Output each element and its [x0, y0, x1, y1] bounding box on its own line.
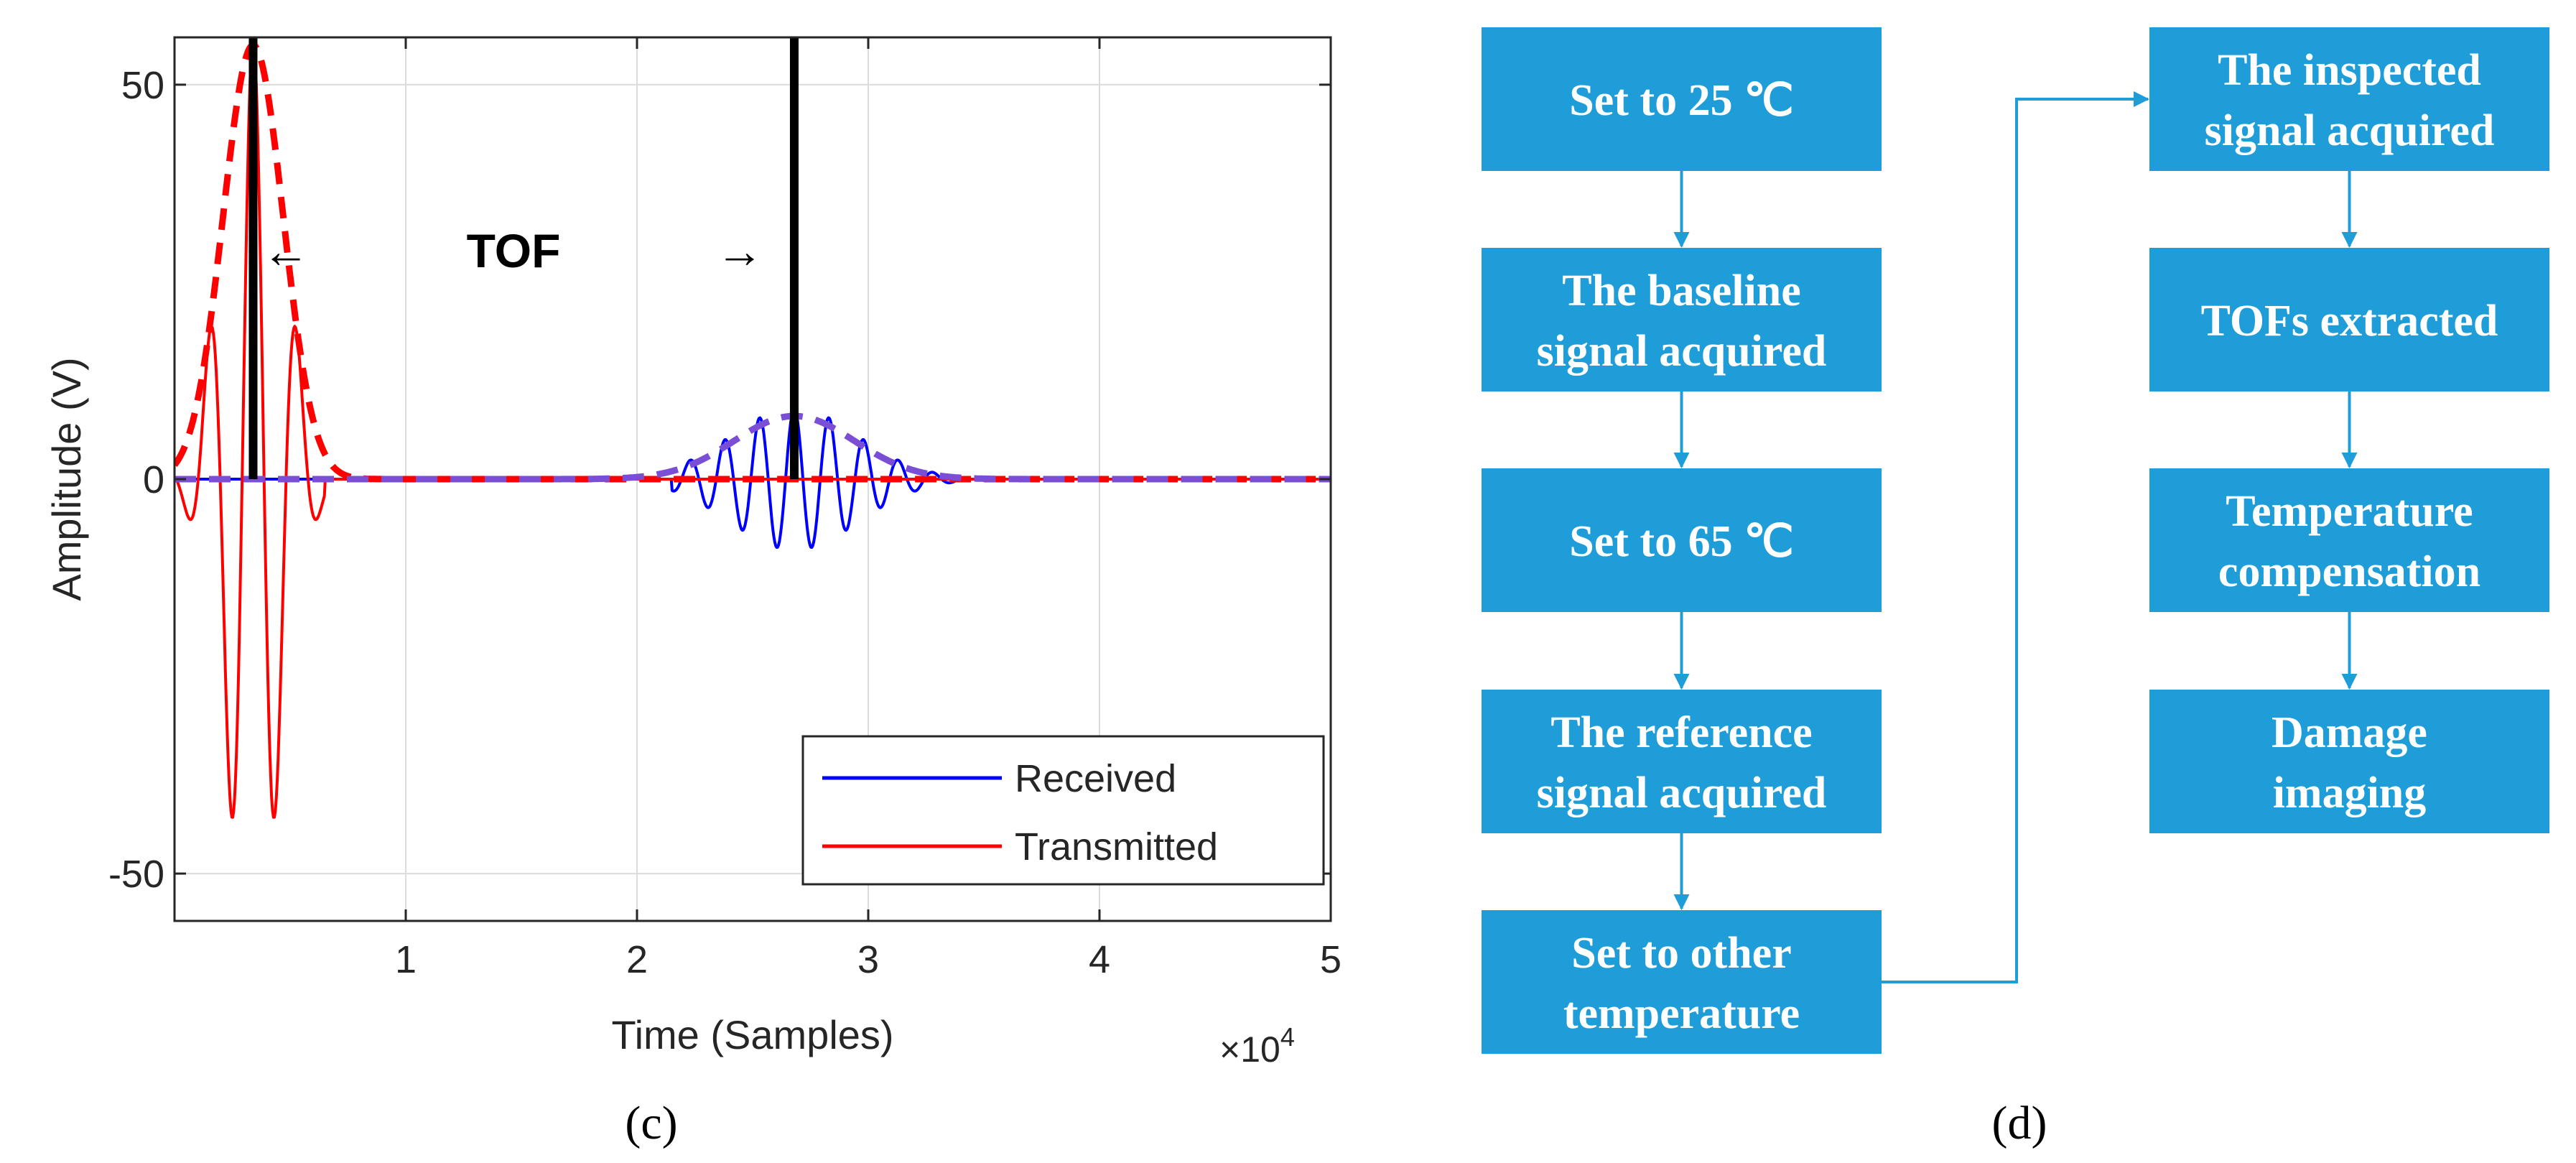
flow-step-text: imaging [2273, 769, 2427, 817]
flowchart: Set to 25 ℃ The baseline signal acquired Se… [1482, 27, 2549, 1054]
flow-step: Temperature compensation [2149, 468, 2549, 612]
tof-annotation: TOF [467, 224, 561, 277]
series-layer [175, 37, 1331, 819]
flow-step-text: Set to 65 ℃ [1569, 517, 1793, 566]
tof-chart: 1 2 3 4 5 50 0 -50 Time (Samples) Amplitude (V)… [44, 36, 1342, 1070]
flow-step-box [1482, 468, 1882, 612]
y-tick-label: 0 [143, 458, 164, 501]
flow-step-box [2149, 468, 2549, 612]
flow-step-box [2149, 248, 2549, 391]
legend-box [801, 735, 1325, 886]
y-axis-label: Amplitude (V) [44, 357, 89, 601]
panel-label-c: (c) [625, 1097, 677, 1149]
flow-step: Damage imaging [2149, 690, 2549, 833]
flow-step: Set to 65 ℃ [1482, 468, 1882, 612]
flow-step-text: The reference [1550, 708, 1812, 757]
legend-label-transmitted: Transmitted [1015, 825, 1218, 868]
flow-step-box [2149, 690, 2549, 833]
flow-step-text: temperature [1563, 989, 1800, 1038]
flow-step-text: Damage [2272, 708, 2427, 757]
tof-left-arrow: ← [262, 224, 310, 277]
flow-step: Set to 25 ℃ [1482, 27, 1882, 171]
panel-label-d: (d) [1992, 1097, 2047, 1149]
flow-arrows [1673, 91, 2358, 983]
flow-step-text: signal acquired [1537, 327, 1827, 376]
flow-step: The reference signal acquired [1482, 690, 1882, 833]
x-tick-label: 2 [626, 938, 648, 981]
flow-step-box [1482, 910, 1882, 1054]
legend: Received Transmitted [801, 735, 1325, 886]
tof-right-arrow: → [716, 224, 763, 277]
flow-step-text: The baseline [1562, 267, 1800, 315]
flow-step-text: TOFs extracted [2201, 297, 2498, 346]
flow-step: The inspected signal acquired [2149, 27, 2549, 171]
x-tick-label: 3 [857, 938, 879, 981]
flow-step-text: signal acquired [2205, 106, 2495, 155]
x-tick-label: 4 [1089, 938, 1110, 981]
y-tick-label: 50 [121, 64, 164, 107]
flow-step-text: Temperature [2226, 487, 2473, 536]
flow-step-box [1482, 248, 1882, 391]
flow-step: TOFs extracted [2149, 248, 2549, 391]
flow-step: Set to other temperature [1482, 910, 1882, 1054]
axis-ticks: 1 2 3 4 5 50 0 -50 [108, 37, 1342, 981]
received-envelope [175, 412, 1331, 483]
legend-label-received: Received [1015, 757, 1176, 800]
flow-step-text: The inspected [2218, 46, 2481, 95]
flow-step-text: compensation [2218, 547, 2480, 596]
flow-step-text: signal acquired [1537, 769, 1827, 817]
flow-connector-arrow [1882, 91, 2149, 983]
x-tick-label: 1 [395, 938, 417, 981]
flow-step-text: Set to 25 ℃ [1569, 76, 1793, 125]
flow-step: The baseline signal acquired [1482, 248, 1882, 391]
flow-boxes: Set to 25 ℃ The baseline signal acquired Se… [1482, 27, 2549, 1054]
y-tick-label: -50 [108, 853, 164, 896]
flow-step-text: Set to other [1571, 929, 1791, 978]
flow-step-box [1482, 690, 1882, 833]
flow-step-box [1482, 27, 1882, 171]
x-multiplier: ×104 [1219, 1022, 1295, 1070]
x-tick-label: 5 [1320, 938, 1342, 981]
x-axis-label: Time (Samples) [611, 1012, 893, 1057]
flow-step-box [2149, 27, 2549, 171]
